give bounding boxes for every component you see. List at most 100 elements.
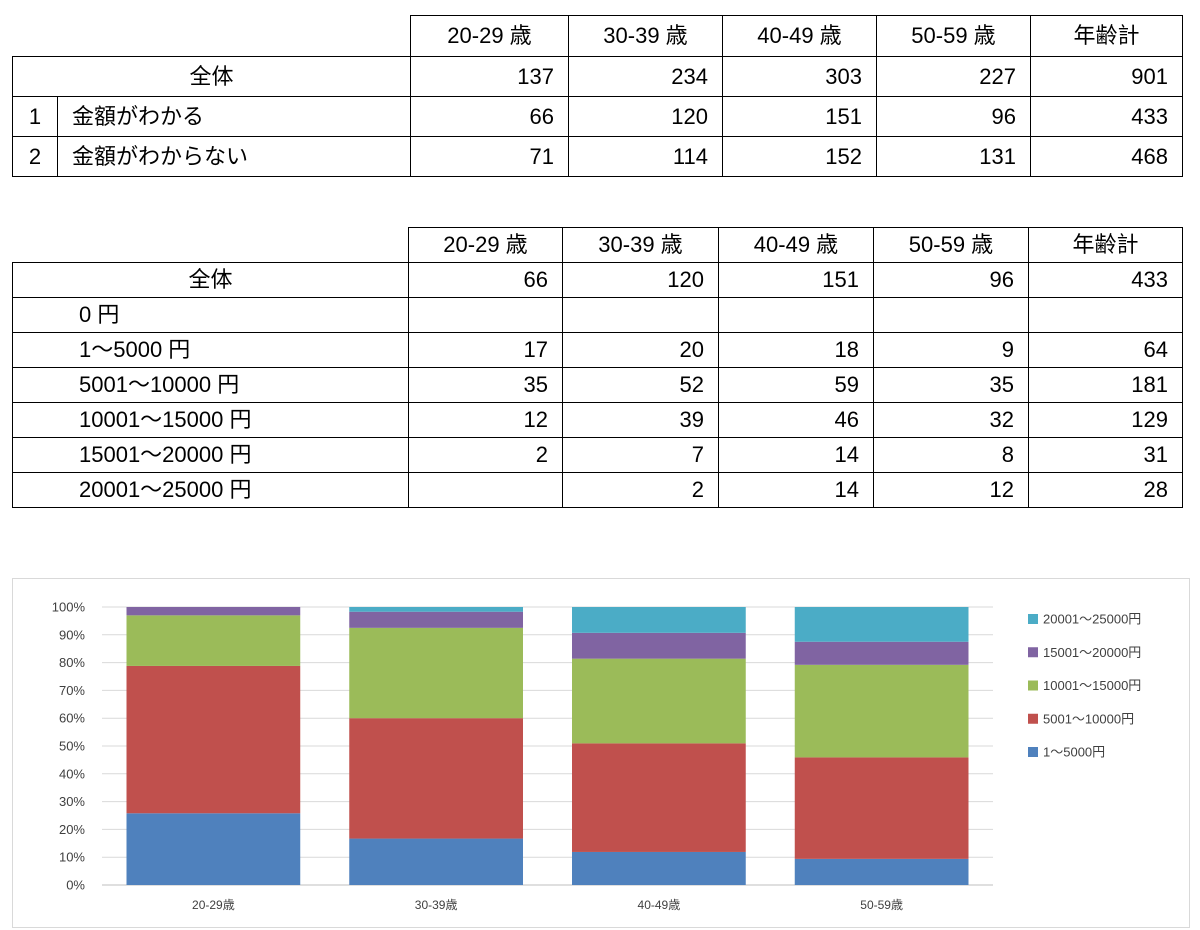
count-30-39: 39 bbox=[562, 402, 719, 438]
count-20-29: 12 bbox=[408, 402, 563, 438]
legend-label: 20001～25000円 bbox=[1043, 612, 1141, 627]
table-row: 10001～15000 円 12 39 46 32 129 bbox=[12, 402, 1183, 438]
row-label: 金額がわかる bbox=[57, 96, 411, 137]
table-row: 1 金額がわかる 66 120 151 96 433 bbox=[12, 96, 1183, 137]
count-40-49: 152 bbox=[722, 136, 877, 177]
header-50-59: 50-59 歳 bbox=[876, 15, 1031, 57]
table-row: 1～5000 円 17 20 18 9 64 bbox=[12, 332, 1183, 368]
x-tick-label-2: 30-39歳 bbox=[415, 898, 458, 912]
bar-segment-cat4-series3 bbox=[794, 664, 969, 758]
legend-label: 5001～10000円 bbox=[1043, 711, 1134, 726]
header-30-39: 30-39 歳 bbox=[562, 227, 719, 263]
amount-awareness-table: 20-29 歳 30-39 歳 40-49 歳 50-59 歳 年齢計 全体 1… bbox=[12, 15, 1183, 177]
count-20-29 bbox=[408, 297, 563, 333]
y-tick-label-10: 100% bbox=[52, 600, 86, 615]
count-age-total: 64 bbox=[1028, 332, 1183, 368]
count-50-59: 35 bbox=[873, 367, 1029, 403]
legend-item-1: 20001～25000円 bbox=[1028, 612, 1141, 627]
y-tick-label-1: 10% bbox=[59, 850, 85, 865]
row-number: 1 bbox=[12, 96, 58, 137]
y-tick-label-7: 70% bbox=[59, 683, 85, 698]
count-20-29: 66 bbox=[408, 262, 563, 298]
count-40-49: 303 bbox=[722, 56, 877, 97]
count-age-total: 28 bbox=[1028, 472, 1183, 508]
x-tick-label-3: 40-49歳 bbox=[638, 898, 681, 912]
count-50-59: 227 bbox=[876, 56, 1031, 97]
table-row: 5001～10000 円 35 52 59 35 181 bbox=[12, 367, 1183, 403]
legend-swatch bbox=[1028, 680, 1038, 691]
count-age-total: 31 bbox=[1028, 437, 1183, 473]
legend-item-4: 5001～10000円 bbox=[1028, 711, 1134, 726]
corner-cell bbox=[12, 227, 409, 263]
header-30-39: 30-39 歳 bbox=[568, 15, 723, 57]
corner-cell bbox=[12, 15, 411, 57]
count-20-29: 2 bbox=[408, 437, 563, 473]
row-label: 金額がわからない bbox=[57, 136, 411, 177]
row-number: 2 bbox=[12, 136, 58, 177]
table-header-row: 20-29 歳 30-39 歳 40-49 歳 50-59 歳 年齢計 bbox=[12, 15, 1183, 57]
count-age-total: 901 bbox=[1030, 56, 1183, 97]
count-20-29: 17 bbox=[408, 332, 563, 368]
stacked-percent-bar-chart: 0% 10% 20% 30% 40% 50% 60% 70% 80% 90% 100% 20-29歳 3… bbox=[12, 578, 1190, 928]
y-tick-label-6: 60% bbox=[59, 711, 85, 726]
count-20-29 bbox=[408, 472, 563, 508]
header-40-49: 40-49 歳 bbox=[722, 15, 877, 57]
bar-segment-cat1-series3 bbox=[126, 615, 301, 666]
bar-segment-cat3-series4 bbox=[572, 632, 746, 659]
count-40-49: 18 bbox=[718, 332, 874, 368]
count-40-49: 151 bbox=[718, 262, 874, 298]
bar-segment-cat2-series3 bbox=[349, 627, 523, 719]
header-20-29: 20-29 歳 bbox=[410, 15, 569, 57]
bar-segment-cat4-series5 bbox=[794, 607, 969, 642]
row-label: 5001～10000 円 bbox=[12, 367, 409, 403]
legend-item-5: 1～5000円 bbox=[1028, 745, 1105, 760]
bar-segment-cat2-series1 bbox=[349, 838, 523, 885]
legend-label: 15001～20000円 bbox=[1043, 645, 1141, 660]
y-tick-label-8: 80% bbox=[59, 655, 85, 670]
count-20-29: 35 bbox=[408, 367, 563, 403]
row-label: 15001～20000 円 bbox=[12, 437, 409, 473]
count-30-39 bbox=[562, 297, 719, 333]
header-40-49: 40-49 歳 bbox=[718, 227, 874, 263]
x-tick-label-1: 20-29歳 bbox=[192, 898, 235, 912]
count-40-49 bbox=[718, 297, 874, 333]
bar-segment-cat2-series2 bbox=[349, 718, 523, 839]
legend-item-3: 10001～15000円 bbox=[1028, 678, 1141, 693]
bar-segment-cat3-series1 bbox=[572, 851, 746, 885]
count-50-59: 12 bbox=[873, 472, 1029, 508]
row-label: 0 円 bbox=[12, 297, 409, 333]
bar-segment-cat2-series4 bbox=[349, 611, 523, 628]
count-20-29: 137 bbox=[410, 56, 569, 97]
header-50-59: 50-59 歳 bbox=[873, 227, 1029, 263]
row-label: 20001～25000 円 bbox=[12, 472, 409, 508]
y-tick-label-5: 50% bbox=[59, 739, 85, 754]
legend-swatch bbox=[1028, 614, 1038, 624]
count-age-total: 433 bbox=[1030, 96, 1183, 137]
bar-segment-cat1-series1 bbox=[126, 813, 301, 885]
header-20-29: 20-29 歳 bbox=[408, 227, 563, 263]
x-tick-label-4: 50-59歳 bbox=[860, 898, 903, 912]
count-40-49: 59 bbox=[718, 367, 874, 403]
count-30-39: 20 bbox=[562, 332, 719, 368]
count-30-39: 120 bbox=[562, 262, 719, 298]
row-label: 1～5000 円 bbox=[12, 332, 409, 368]
bar-segment-cat4-series4 bbox=[794, 641, 969, 665]
table-header-row: 20-29 歳 30-39 歳 40-49 歳 50-59 歳 年齢計 bbox=[12, 227, 1183, 263]
count-40-49: 14 bbox=[718, 437, 874, 473]
row-label: 10001～15000 円 bbox=[12, 402, 409, 438]
bar-segment-cat4-series1 bbox=[794, 858, 969, 885]
count-age-total: 181 bbox=[1028, 367, 1183, 403]
count-40-49: 151 bbox=[722, 96, 877, 137]
count-40-49: 14 bbox=[718, 472, 874, 508]
count-50-59: 131 bbox=[876, 136, 1031, 177]
total-row: 全体 66 120 151 96 433 bbox=[12, 262, 1183, 298]
count-50-59: 96 bbox=[876, 96, 1031, 137]
count-30-39: 114 bbox=[568, 136, 723, 177]
count-20-29: 71 bbox=[410, 136, 569, 177]
bar-segment-cat1-series2 bbox=[126, 665, 301, 814]
bar-segment-cat3-series3 bbox=[572, 658, 746, 744]
legend-label: 1～5000円 bbox=[1043, 745, 1105, 760]
count-30-39: 234 bbox=[568, 56, 723, 97]
count-30-39: 52 bbox=[562, 367, 719, 403]
row-label: 全体 bbox=[12, 262, 409, 298]
